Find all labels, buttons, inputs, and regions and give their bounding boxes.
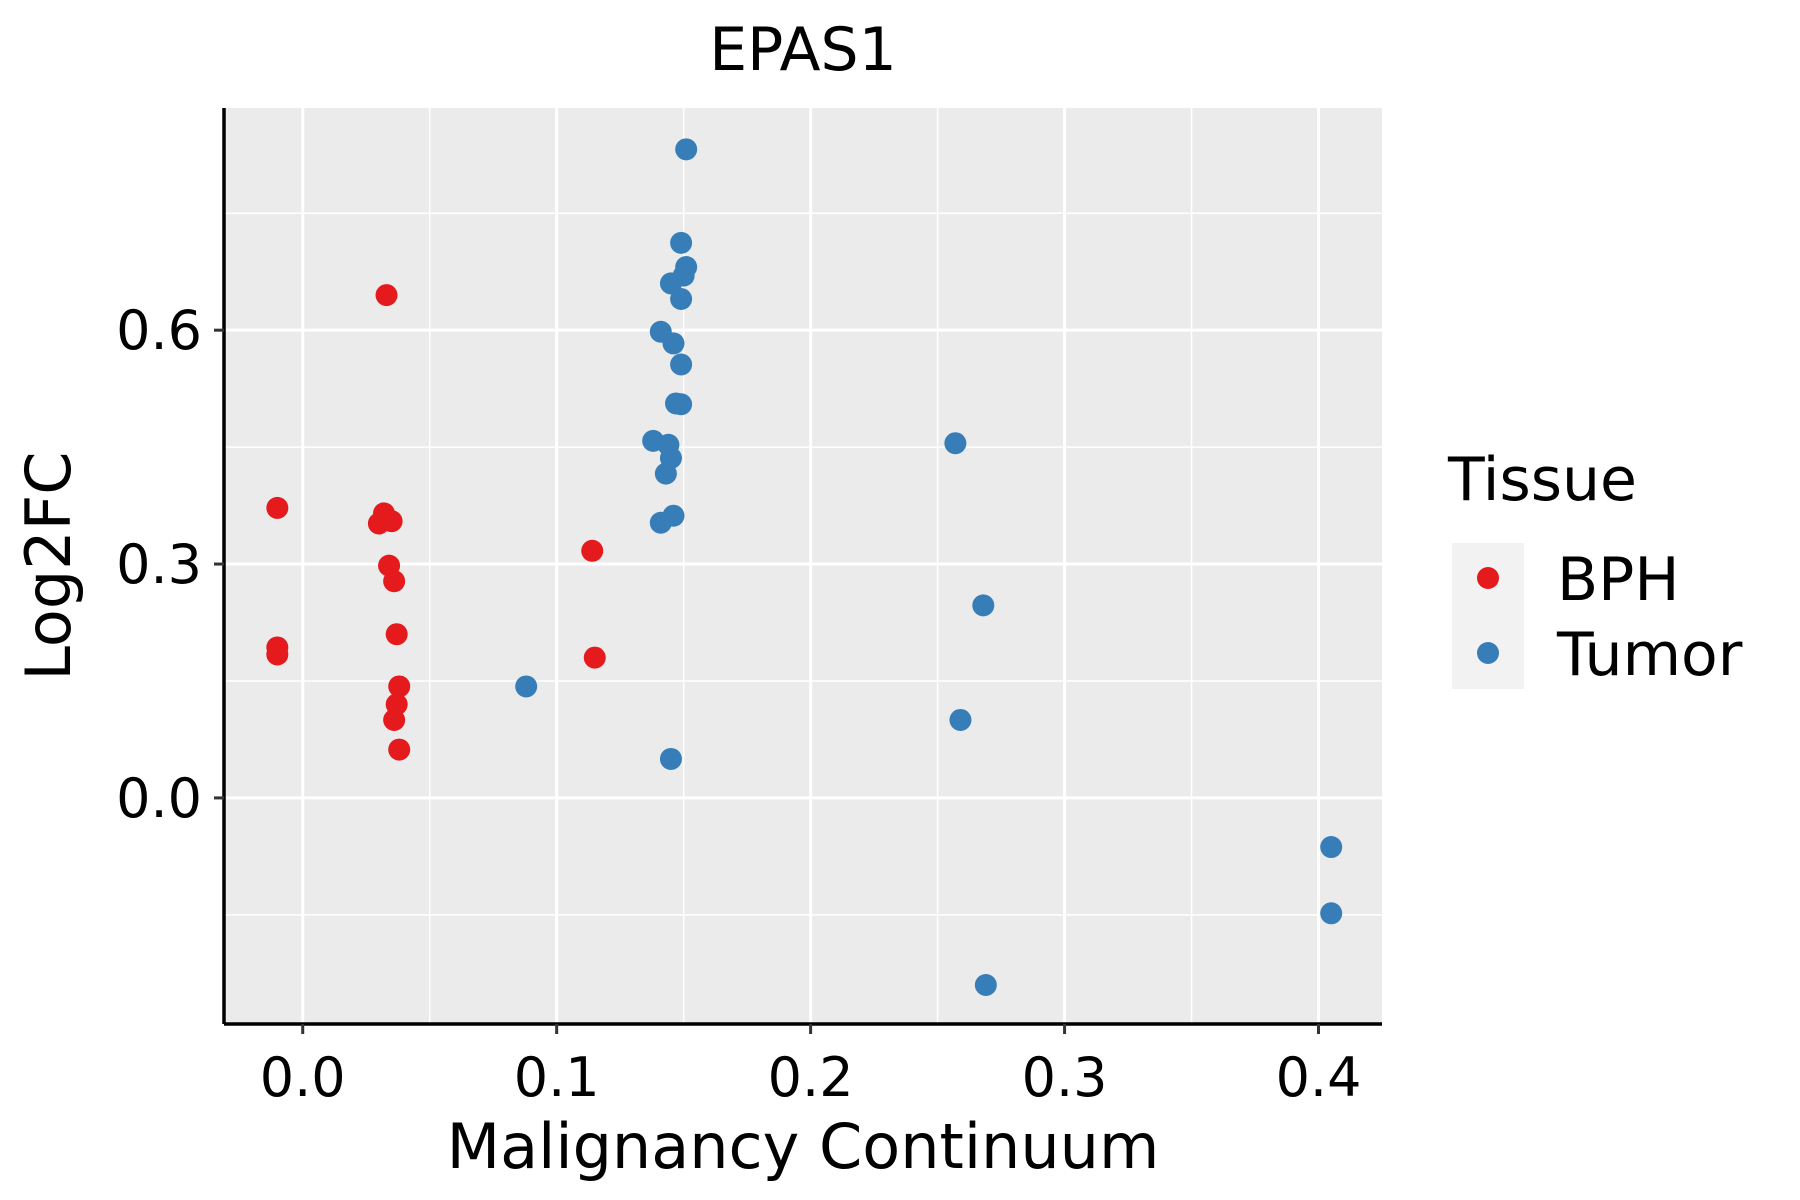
data-point-bph: [388, 675, 411, 698]
y-axis-ticks: 0.0 0.3 0.6: [116, 299, 224, 830]
x-tick-label: 0.3: [1022, 1046, 1108, 1109]
legend-label-bph: BPH: [1557, 545, 1679, 615]
data-point-tumor: [974, 974, 997, 997]
legend: Tissue BPH Tumor: [1447, 445, 1743, 690]
data-point-tumor: [670, 393, 693, 416]
data-point-tumor: [1320, 836, 1343, 859]
minor-gridlines: [224, 108, 1382, 1024]
data-point-tumor: [659, 272, 682, 295]
x-axis-ticks: 0.0 0.1 0.2 0.3 0.4: [260, 1024, 1362, 1109]
data-point-tumor: [654, 462, 677, 485]
data-point-bph: [583, 646, 606, 669]
data-point-bph: [266, 643, 289, 666]
y-tick-label: 0.3: [116, 533, 202, 596]
y-tick-label: 0.6: [116, 299, 202, 362]
data-point-tumor: [949, 708, 972, 731]
data-point-tumor: [675, 138, 698, 161]
x-axis-title: Malignancy Continuum: [447, 1110, 1160, 1183]
data-point-bph: [383, 708, 406, 731]
y-axis-title: Log2FC: [12, 451, 85, 680]
chart-title: EPAS1: [709, 15, 897, 85]
data-point-bph: [385, 623, 408, 646]
data-point-bph: [375, 284, 398, 307]
x-tick-label: 0.4: [1276, 1046, 1362, 1109]
data-point-bph: [266, 496, 289, 519]
y-tick-label: 0.0: [116, 767, 202, 830]
major-gridlines: [224, 108, 1382, 1024]
data-point-tumor: [670, 353, 693, 376]
data-point-tumor: [659, 747, 682, 770]
data-point-tumor: [944, 432, 967, 455]
legend-key-background: [1452, 543, 1524, 689]
data-points: [266, 138, 1343, 997]
data-point-bph: [367, 512, 390, 535]
data-point-tumor: [972, 594, 995, 617]
plot-panel: [224, 108, 1382, 1024]
data-point-tumor: [649, 511, 672, 534]
legend-key-tumor: [1477, 642, 1499, 664]
data-point-bph: [388, 738, 411, 761]
legend-label-tumor: Tumor: [1556, 620, 1743, 690]
data-point-tumor: [670, 287, 693, 310]
legend-key-bph: [1477, 567, 1499, 589]
data-point-bph: [383, 570, 406, 593]
data-point-tumor: [662, 332, 685, 355]
data-point-bph: [581, 539, 604, 562]
x-tick-label: 0.0: [260, 1046, 346, 1109]
legend-title: Tissue: [1447, 445, 1637, 515]
data-point-tumor: [515, 675, 538, 698]
x-tick-label: 0.1: [514, 1046, 600, 1109]
data-point-tumor: [1320, 902, 1343, 925]
data-point-tumor: [670, 231, 693, 254]
x-tick-label: 0.2: [768, 1046, 854, 1109]
